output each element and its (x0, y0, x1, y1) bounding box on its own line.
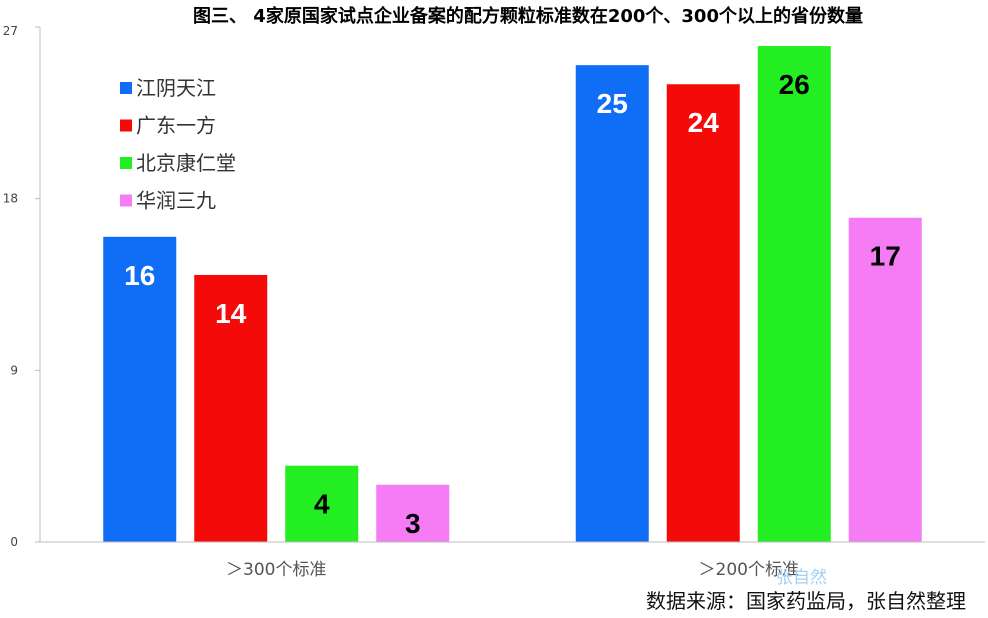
x-category-label: ＞200个标准 (699, 560, 799, 580)
bars: 16 14 4 3 25 24 26 17 (103, 46, 922, 543)
legend-swatch (120, 119, 132, 132)
y-axis: 0 9 18 27 (3, 24, 41, 549)
legend-label: 北京康仁堂 (136, 151, 236, 175)
y-tick-label: 18 (3, 192, 18, 206)
y-tick-label: 27 (3, 24, 18, 38)
bar-value-label: 26 (779, 69, 810, 100)
y-tick-label: 9 (10, 363, 18, 377)
legend-swatch (120, 82, 132, 94)
x-category-label: ＞300个标准 (226, 560, 326, 580)
chart-title: 图三、 4家原国家试点企业备案的配方颗粒标准数在200个、300个以上的省份数量 (193, 5, 863, 27)
x-axis: ＞300个标准 ＞200个标准 (40, 541, 985, 580)
legend-label: 广东一方 (136, 114, 216, 138)
bar-value-label: 16 (124, 260, 155, 291)
bar (103, 236, 177, 542)
bar (848, 217, 922, 543)
bar (666, 84, 740, 542)
bar-value-label: 4 (314, 489, 330, 520)
y-tick-label: 0 (10, 535, 18, 549)
bar (575, 65, 649, 543)
bar-value-label: 17 (870, 241, 901, 272)
bar (285, 465, 359, 542)
legend-label: 华润三九 (136, 189, 216, 213)
bar-value-label: 3 (405, 508, 421, 539)
bar-value-label: 24 (688, 107, 720, 138)
bar-value-label: 25 (597, 88, 628, 119)
legend-swatch (120, 194, 132, 207)
source-note: 数据来源：国家药监局，张自然整理 (646, 589, 966, 613)
bar (757, 46, 831, 543)
legend-swatch (120, 157, 132, 169)
bar (376, 484, 450, 542)
bar (194, 274, 268, 542)
watermark: 张自然 (776, 568, 827, 588)
legend-label: 江阴天江 (136, 76, 216, 100)
bar-value-label: 14 (215, 298, 247, 329)
